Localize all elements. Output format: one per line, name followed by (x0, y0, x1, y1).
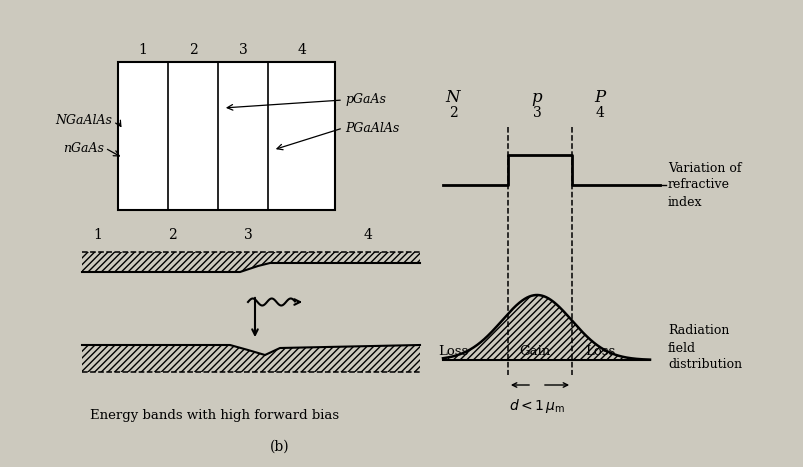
Text: p: p (531, 90, 542, 106)
Text: NGaAlAs: NGaAlAs (55, 113, 112, 127)
Text: PGaAlAs: PGaAlAs (344, 121, 399, 134)
Text: Variation of
refractive
index: Variation of refractive index (667, 162, 740, 208)
Bar (118, 62, 335, 210)
Text: P: P (593, 90, 605, 106)
Text: (b): (b) (270, 440, 289, 454)
Text: 3: 3 (532, 106, 540, 120)
Text: nGaAs: nGaAs (63, 142, 104, 155)
Text: 4: 4 (297, 43, 306, 57)
Text: 4: 4 (363, 228, 372, 242)
Text: Energy bands with high forward bias: Energy bands with high forward bias (90, 409, 339, 422)
Text: 3: 3 (238, 43, 247, 57)
Text: pGaAs: pGaAs (344, 93, 385, 106)
Text: 4: 4 (595, 106, 604, 120)
Text: Loss: Loss (584, 345, 614, 358)
Text: Radiation
field
distribution: Radiation field distribution (667, 325, 741, 372)
Text: $d < 1\,\mu_{\rm m}$: $d < 1\,\mu_{\rm m}$ (508, 397, 565, 415)
Text: 1: 1 (138, 43, 147, 57)
Text: 3: 3 (243, 228, 252, 242)
Text: Gain: Gain (519, 345, 550, 358)
Text: N: N (445, 90, 459, 106)
Text: 2: 2 (448, 106, 457, 120)
Text: 1: 1 (93, 228, 102, 242)
Text: Loss: Loss (438, 345, 467, 358)
Text: 2: 2 (189, 43, 197, 57)
Text: 2: 2 (167, 228, 176, 242)
